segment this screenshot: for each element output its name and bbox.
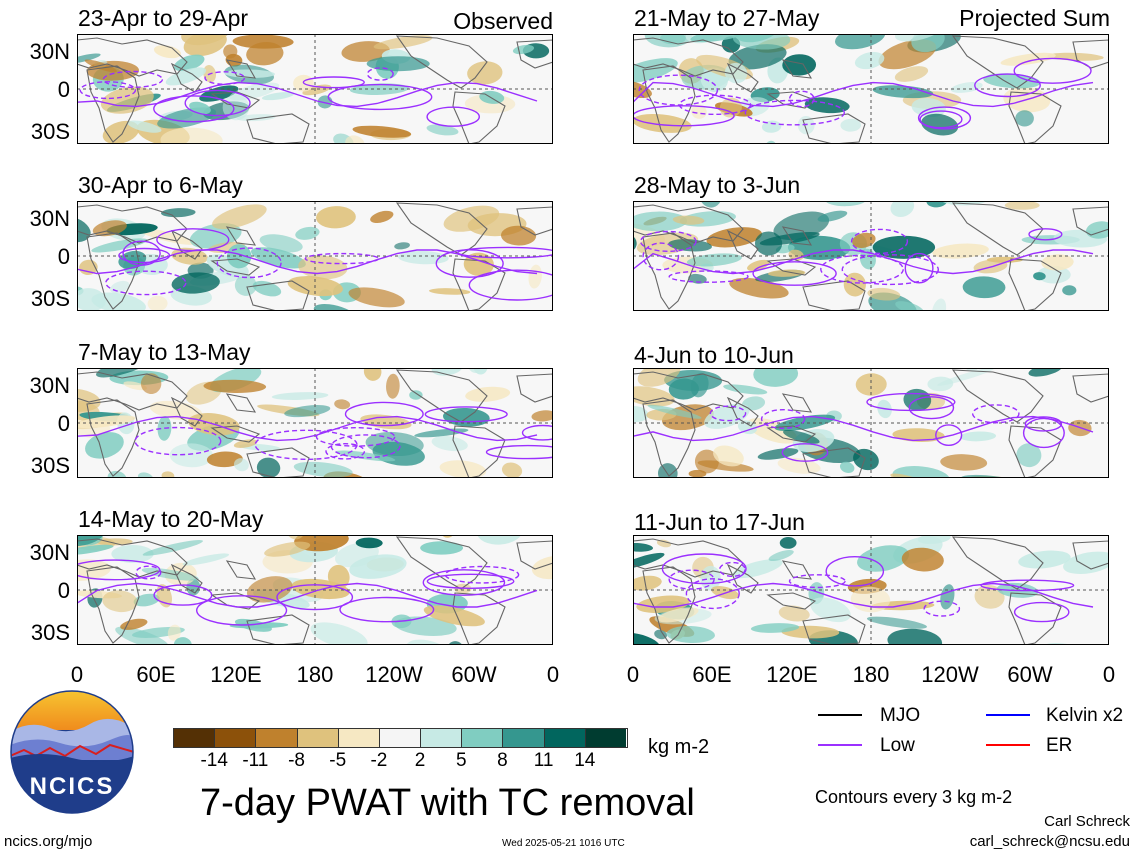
author: Carl Schreck <box>1044 813 1130 830</box>
colorbar-cell <box>297 729 339 747</box>
lon-label: 0 <box>546 662 560 687</box>
panel-tag: Projected Sum <box>959 5 1110 31</box>
lat-label: 0 <box>57 244 70 269</box>
lat-label: 30S <box>30 286 70 311</box>
timestamp: Wed 2025-05-21 1016 UTC <box>502 838 625 849</box>
figure-title: 7-day PWAT with TC removal <box>200 782 695 824</box>
colorbar-tick-label: -2 <box>370 750 388 771</box>
panel-title: 28-May to 3-Jun <box>634 172 801 198</box>
lon-label: 0 <box>70 662 84 687</box>
lon-label: 180 <box>296 662 334 687</box>
colorbar-cell <box>462 729 504 747</box>
ncics-logo: NCICS <box>10 690 134 814</box>
panel-title: 11-Jun to 17-Jun <box>634 509 805 535</box>
colorbar-cell <box>544 729 586 747</box>
panel-title: 7-May to 13-May <box>78 339 251 365</box>
legend-line-kelvin <box>986 714 1030 716</box>
legend-line-mjo <box>818 714 862 716</box>
colorbar-tick-label: -5 <box>329 750 347 771</box>
colorbar-tick-label: -11 <box>242 750 269 771</box>
pwat-map <box>633 34 1109 144</box>
lon-label: 60W <box>451 662 497 687</box>
pwat-map <box>77 201 553 311</box>
panel-title: 23-Apr to 29-Apr <box>78 5 249 31</box>
lon-label: 180 <box>852 662 890 687</box>
logo-text: NCICS <box>29 773 115 800</box>
legend-line-low <box>818 744 862 746</box>
legend-label-mjo: MJO <box>880 705 921 726</box>
pwat-map <box>77 368 553 478</box>
colorbar-tick-label: -8 <box>288 750 305 771</box>
lat-label: 30N <box>29 540 70 565</box>
colorbar-tick-label: 2 <box>414 750 426 771</box>
logo-graphic <box>10 690 134 814</box>
lat-label: 30S <box>30 620 70 645</box>
lon-label: 0 <box>626 662 640 687</box>
colorbar-cell <box>503 729 545 747</box>
colorbar-cell <box>174 729 216 747</box>
contours-note: Contours every 3 kg m-2 <box>815 787 1013 807</box>
colorbar-units: kg m-2 <box>648 736 710 758</box>
lat-label: 30N <box>29 206 70 231</box>
lon-label: 0 <box>1102 662 1116 687</box>
lat-label: 0 <box>57 578 70 603</box>
lat-label: 30N <box>29 39 70 64</box>
lon-label: 120E <box>766 662 818 687</box>
panel-title: 21-May to 27-May <box>634 5 820 31</box>
lat-label: 0 <box>57 77 70 102</box>
legend-label-er: ER <box>1046 735 1073 756</box>
pwat-map <box>633 201 1109 311</box>
colorbar-cell <box>256 729 298 747</box>
colorbar-tick-label: -14 <box>200 750 228 771</box>
lon-label: 60E <box>692 662 732 687</box>
legend-label-kelvin: Kelvin x2 <box>1046 705 1124 726</box>
legend-label-low: Low <box>880 735 915 756</box>
lon-label: 60W <box>1007 662 1053 687</box>
colorbar-ticks: -14 -11 -8 -5 -2 2 5 8 11 14 <box>173 751 626 773</box>
lat-label: 30S <box>30 453 70 478</box>
colorbar-tick-label: 14 <box>574 750 596 771</box>
colorbar <box>173 728 628 748</box>
colorbar-cell <box>215 729 257 747</box>
lat-label: 30S <box>30 119 70 144</box>
panel-title: 4-Jun to 10-Jun <box>634 342 794 368</box>
pwat-map <box>633 368 1109 478</box>
lon-label: 120E <box>210 662 262 687</box>
pwat-map <box>633 535 1109 645</box>
pwat-map <box>77 535 553 645</box>
colorbar-tick-label: 5 <box>455 750 467 771</box>
colorbar-cell <box>338 729 380 747</box>
colorbar-tick-label: 8 <box>497 750 508 771</box>
lon-label: 120W <box>365 662 423 687</box>
legend-line-er <box>986 744 1030 746</box>
lat-label: 30N <box>29 373 70 398</box>
lon-label: 60E <box>136 662 176 687</box>
lat-label: 0 <box>57 411 70 436</box>
panel-title: 30-Apr to 6-May <box>78 172 243 198</box>
colorbar-cell <box>379 729 422 747</box>
panel-tag: Observed <box>453 8 553 34</box>
lon-label: 120W <box>921 662 979 687</box>
site-link[interactable]: ncics.org/mjo <box>4 833 93 850</box>
pwat-map <box>77 34 553 144</box>
colorbar-cell <box>421 729 463 747</box>
colorbar-tick-label: 11 <box>533 750 554 771</box>
colorbar-cell <box>585 729 626 747</box>
email: carl_schreck@ncsu.edu <box>969 833 1130 850</box>
panel-title: 14-May to 20-May <box>78 506 264 532</box>
